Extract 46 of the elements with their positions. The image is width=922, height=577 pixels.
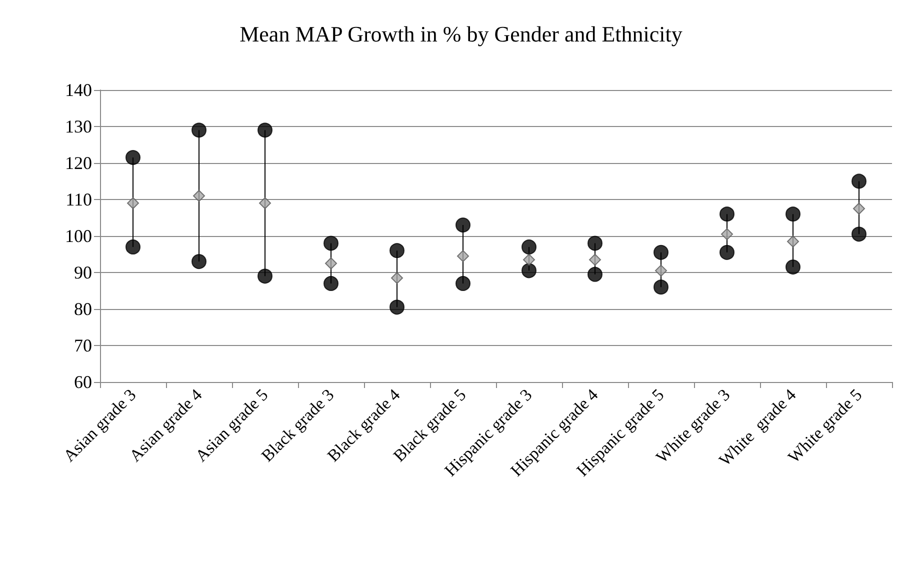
point — [853, 202, 865, 215]
y-tick-label: 110 — [66, 190, 92, 210]
point — [325, 257, 337, 270]
point — [259, 197, 271, 210]
point — [192, 122, 206, 138]
point — [456, 276, 470, 291]
chart-title: Mean MAP Growth in % by Gender and Ethnicity — [240, 22, 682, 46]
point — [390, 243, 404, 258]
point — [192, 254, 206, 270]
y-tick-label: 120 — [65, 153, 92, 173]
point — [787, 235, 799, 248]
y-tick-label: 140 — [65, 80, 92, 100]
point — [126, 150, 140, 166]
point — [391, 272, 403, 284]
point — [721, 228, 733, 240]
point — [786, 260, 800, 275]
point — [126, 239, 140, 254]
point — [720, 244, 734, 260]
y-tick-label: 130 — [65, 116, 92, 136]
point — [655, 264, 667, 277]
point — [654, 244, 668, 260]
y-tick-label: 100 — [65, 226, 92, 246]
point — [193, 190, 205, 202]
point — [457, 250, 469, 262]
point — [456, 218, 470, 233]
point — [523, 254, 535, 266]
point — [852, 226, 866, 242]
y-tick-label: 80 — [74, 299, 92, 319]
point — [589, 254, 601, 266]
y-tick-label: 60 — [74, 372, 92, 392]
y-tick-label: 70 — [74, 336, 92, 356]
point — [324, 276, 338, 291]
point — [588, 266, 602, 282]
point — [654, 280, 668, 295]
y-tick-label: 90 — [74, 262, 92, 282]
point — [852, 174, 866, 189]
point — [258, 122, 272, 138]
point — [258, 268, 272, 284]
point — [127, 197, 139, 210]
point — [786, 206, 800, 222]
point — [522, 263, 536, 278]
point — [390, 300, 404, 315]
point — [720, 206, 734, 222]
point — [324, 236, 338, 251]
point — [522, 239, 536, 254]
point — [588, 236, 602, 251]
